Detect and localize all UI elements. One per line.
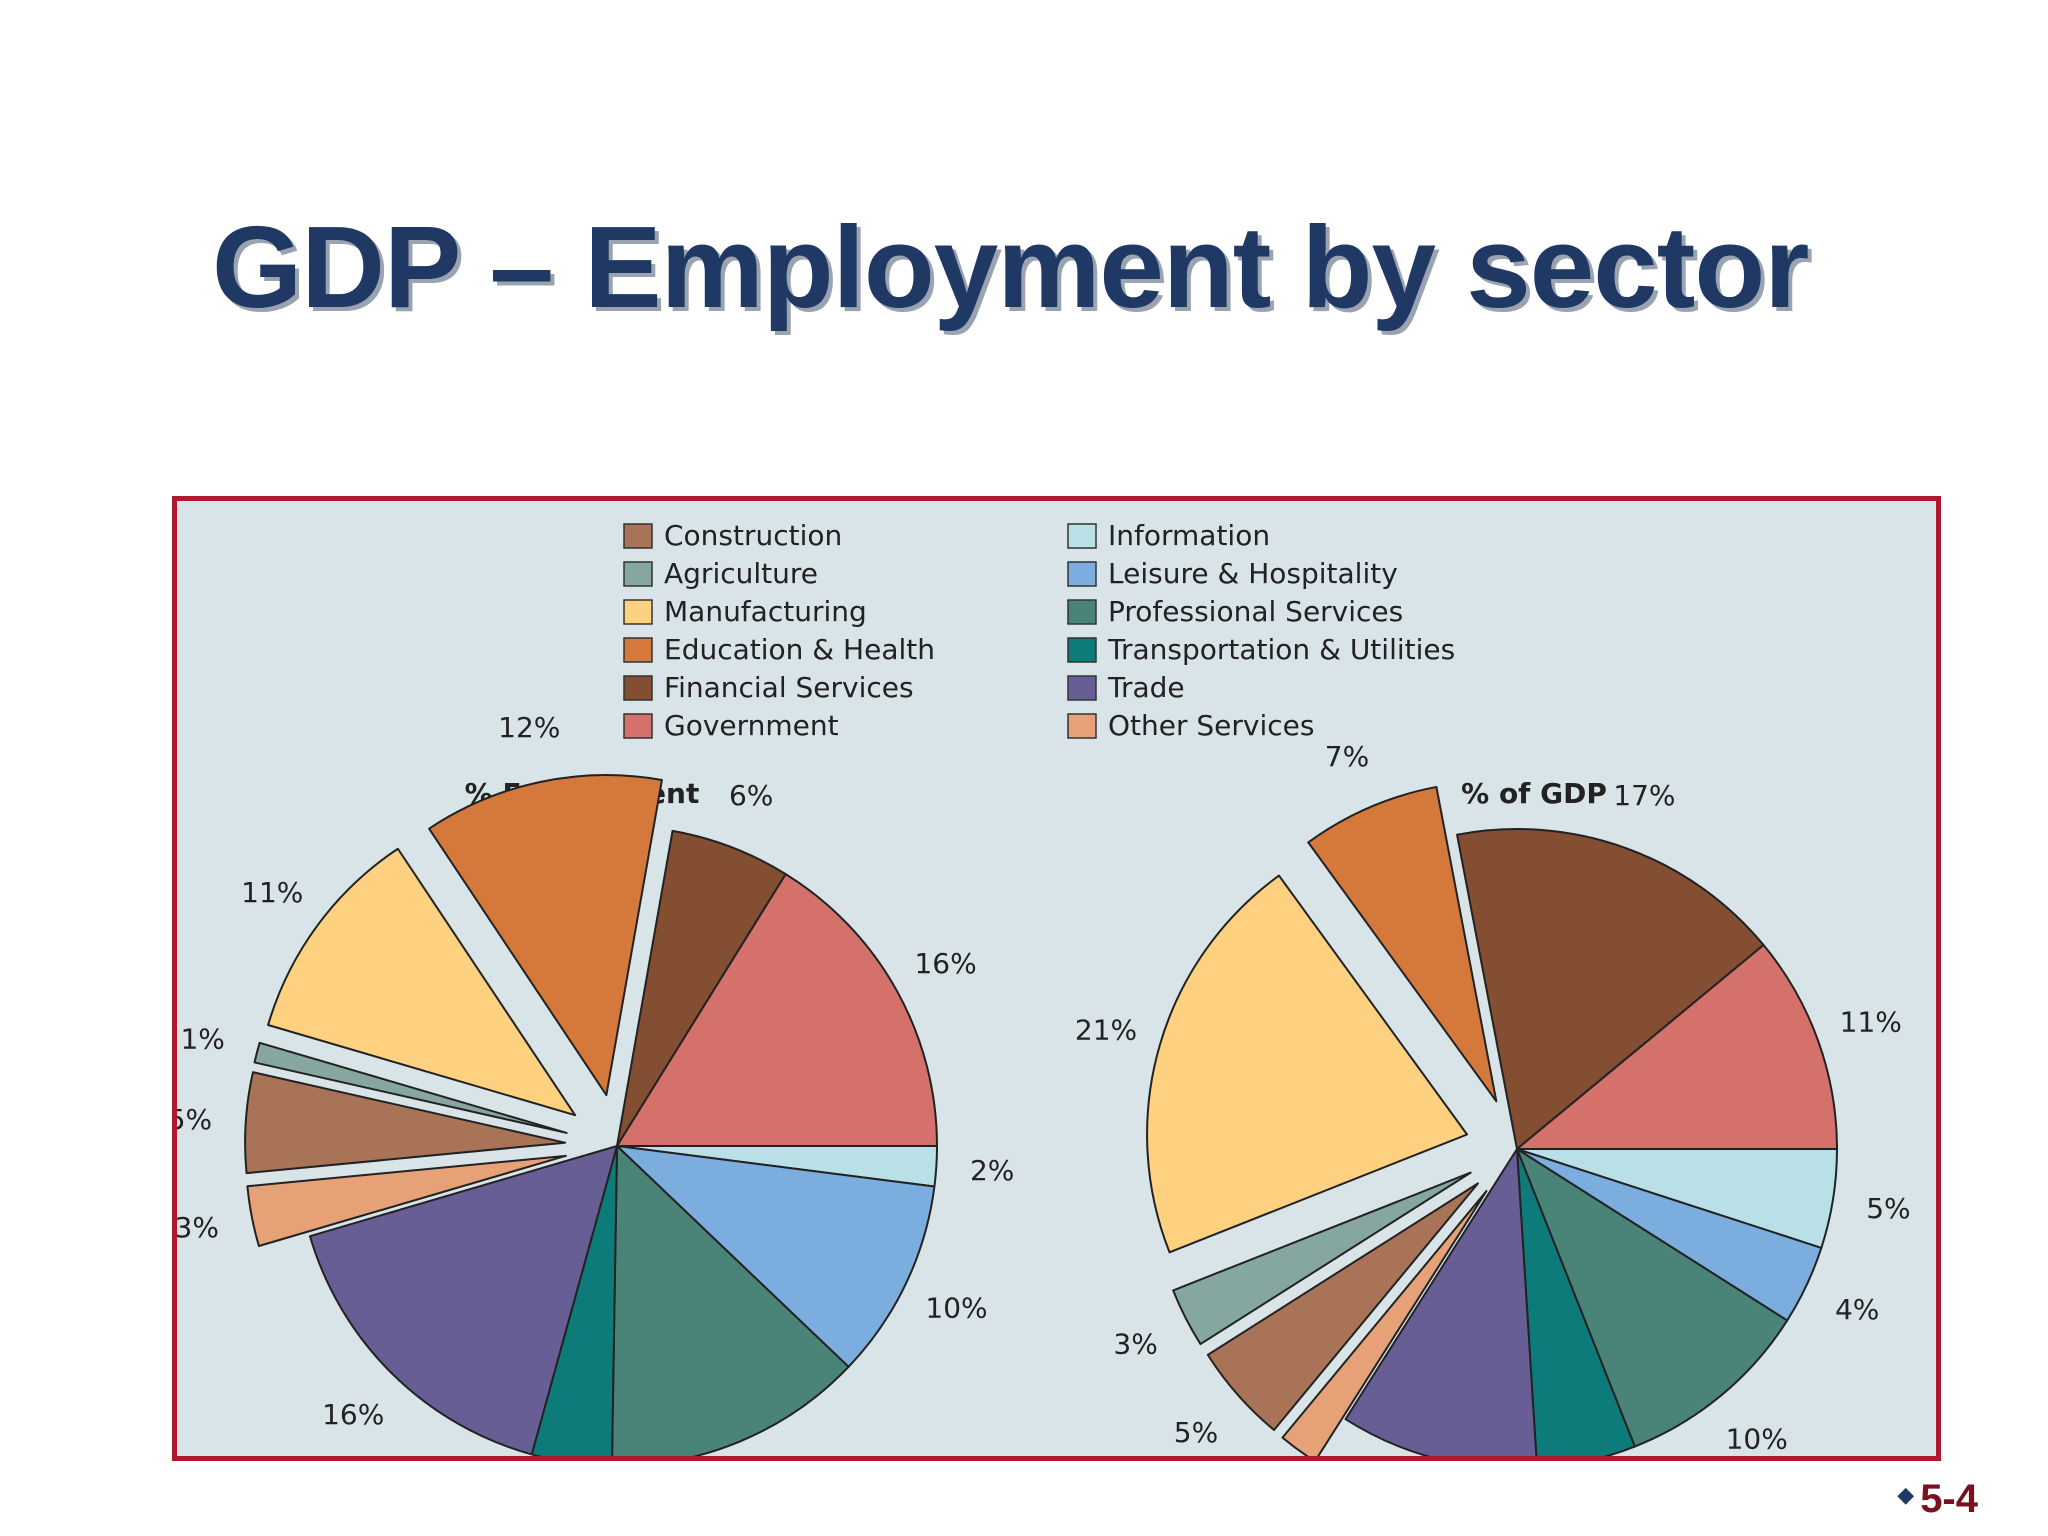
legend-label: Government [664,709,839,742]
legend-swatch [623,637,653,663]
legend-item-financial-services: Financial Services [623,671,914,704]
data-label-employment-government: 16% [914,947,976,980]
data-label-gdp-information: 5% [1866,1192,1910,1225]
page-number: ◆ 5-4 [1897,1477,1978,1522]
legend-swatch [623,599,653,625]
data-label-employment-construction: 5% [177,1103,212,1136]
pie-slice-employment-professional-services [611,1145,850,1456]
pie-slice-gdp-trade [1344,1148,1538,1456]
pie-chart-employment: % Employment2%10%13%4%16%3%5%1%11%12%6%1… [177,711,1014,1456]
legend-label: Trade [1107,671,1185,704]
page-number-label: 5-4 [1920,1477,1978,1521]
pie-slice-employment-manufacturing [267,847,577,1117]
data-label-gdp-agriculture: 3% [1113,1327,1157,1360]
legend-label: Manufacturing [664,595,867,628]
data-label-employment-trade: 16% [322,1398,384,1431]
pie-slice-gdp-transportation-and-utilities [1516,1148,1636,1456]
chart-title-gdp: % of GDP [1461,777,1607,810]
legend-label: Other Services [1108,709,1314,742]
legend-item-transportation-and-utilities: Transportation & Utilities [1067,633,1455,666]
legend-label: Transportation & Utilities [1107,633,1455,666]
pie-slice-gdp-government [1516,944,1838,1150]
legend: Construction Agriculture Manufacturing Educ… [623,519,1455,742]
legend-label: Education & Health [664,633,935,666]
legend-swatch [1067,523,1097,549]
legend-label: Leisure & Hospitality [1108,557,1398,590]
data-label-gdp-construction: 5% [1174,1416,1218,1449]
pie-slice-employment-agriculture [253,1041,568,1134]
chart-canvas: Construction Agriculture Manufacturing Educ… [177,519,1911,1456]
legend-item-manufacturing: Manufacturing [623,595,867,628]
legend-swatch [623,675,653,701]
pie-slice-employment-government [616,873,938,1147]
slide-title: GDP – Employment by sector [212,202,1809,332]
pie-slice-gdp-manufacturing [1146,874,1469,1254]
legend-label: Professional Services [1108,595,1403,628]
legend-swatch [1067,637,1097,663]
legend-item-agriculture: Agriculture [623,557,818,590]
legend-item-government: Government [623,709,839,742]
legend-label: Agriculture [664,557,818,590]
legend-swatch [1067,675,1097,701]
data-label-employment-leisure-and-hospitality: 10% [925,1292,987,1325]
data-label-employment-financial-services: 6% [729,779,773,812]
legend-item-education-and-health: Education & Health [623,633,935,666]
pie-slice-gdp-education-and-health [1307,785,1498,1103]
legend-swatch [623,561,653,587]
legend-item-construction: Construction [623,519,842,552]
legend-label: Construction [664,519,842,552]
pie-slice-employment-construction [244,1071,567,1175]
data-label-employment-other-services: 3% [177,1211,219,1244]
data-label-gdp-financial-services: 17% [1613,779,1675,812]
pie-slice-gdp-other-services [1281,1190,1488,1456]
pie-slice-gdp-agriculture [1172,1171,1472,1346]
legend-item-professional-services: Professional Services [1067,595,1403,628]
data-label-employment-manufacturing: 11% [241,876,303,909]
data-label-gdp-leisure-and-hospitality: 4% [1835,1293,1879,1326]
legend-label: Information [1108,519,1270,552]
data-label-gdp-manufacturing: 21% [1075,1014,1137,1047]
legend-swatch [1067,713,1097,739]
bullet-icon: ◆ [1897,1482,1915,1507]
legend-item-other-services: Other Services [1067,709,1314,742]
data-label-employment-information: 2% [970,1154,1014,1187]
pie-slice-gdp-construction [1206,1182,1479,1431]
data-label-employment-agriculture: 1% [180,1023,224,1056]
pie-slice-gdp-financial-services [1456,828,1765,1150]
pie-slice-employment-financial-services [616,829,787,1147]
pie-slice-employment-trade [308,1145,618,1456]
legend-item-information: Information [1067,519,1270,552]
data-label-employment-education-and-health: 12% [498,711,560,744]
pie-slice-gdp-professional-services [1516,1148,1789,1448]
data-label-gdp-education-and-health: 7% [1325,740,1369,773]
legend-swatch [623,523,653,549]
legend-swatch [623,713,653,739]
pie-slice-employment-education-and-health [428,774,663,1097]
legend-label: Financial Services [664,671,914,704]
pie-slice-employment-leisure-and-hospitality [616,1145,936,1368]
legend-item-trade: Trade [1067,671,1185,704]
data-label-gdp-government: 11% [1840,1006,1902,1039]
legend-item-leisure-and-hospitality: Leisure & Hospitality [1067,557,1398,590]
legend-swatch [1067,561,1097,587]
legend-swatch [1067,599,1097,625]
pie-slice-employment-other-services [246,1154,567,1247]
chart-figure: Construction Agriculture Manufacturing Educ… [172,496,1941,1461]
data-label-gdp-professional-services: 10% [1726,1423,1788,1456]
